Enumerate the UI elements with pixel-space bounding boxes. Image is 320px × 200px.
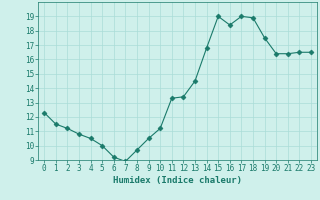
X-axis label: Humidex (Indice chaleur): Humidex (Indice chaleur) xyxy=(113,176,242,185)
